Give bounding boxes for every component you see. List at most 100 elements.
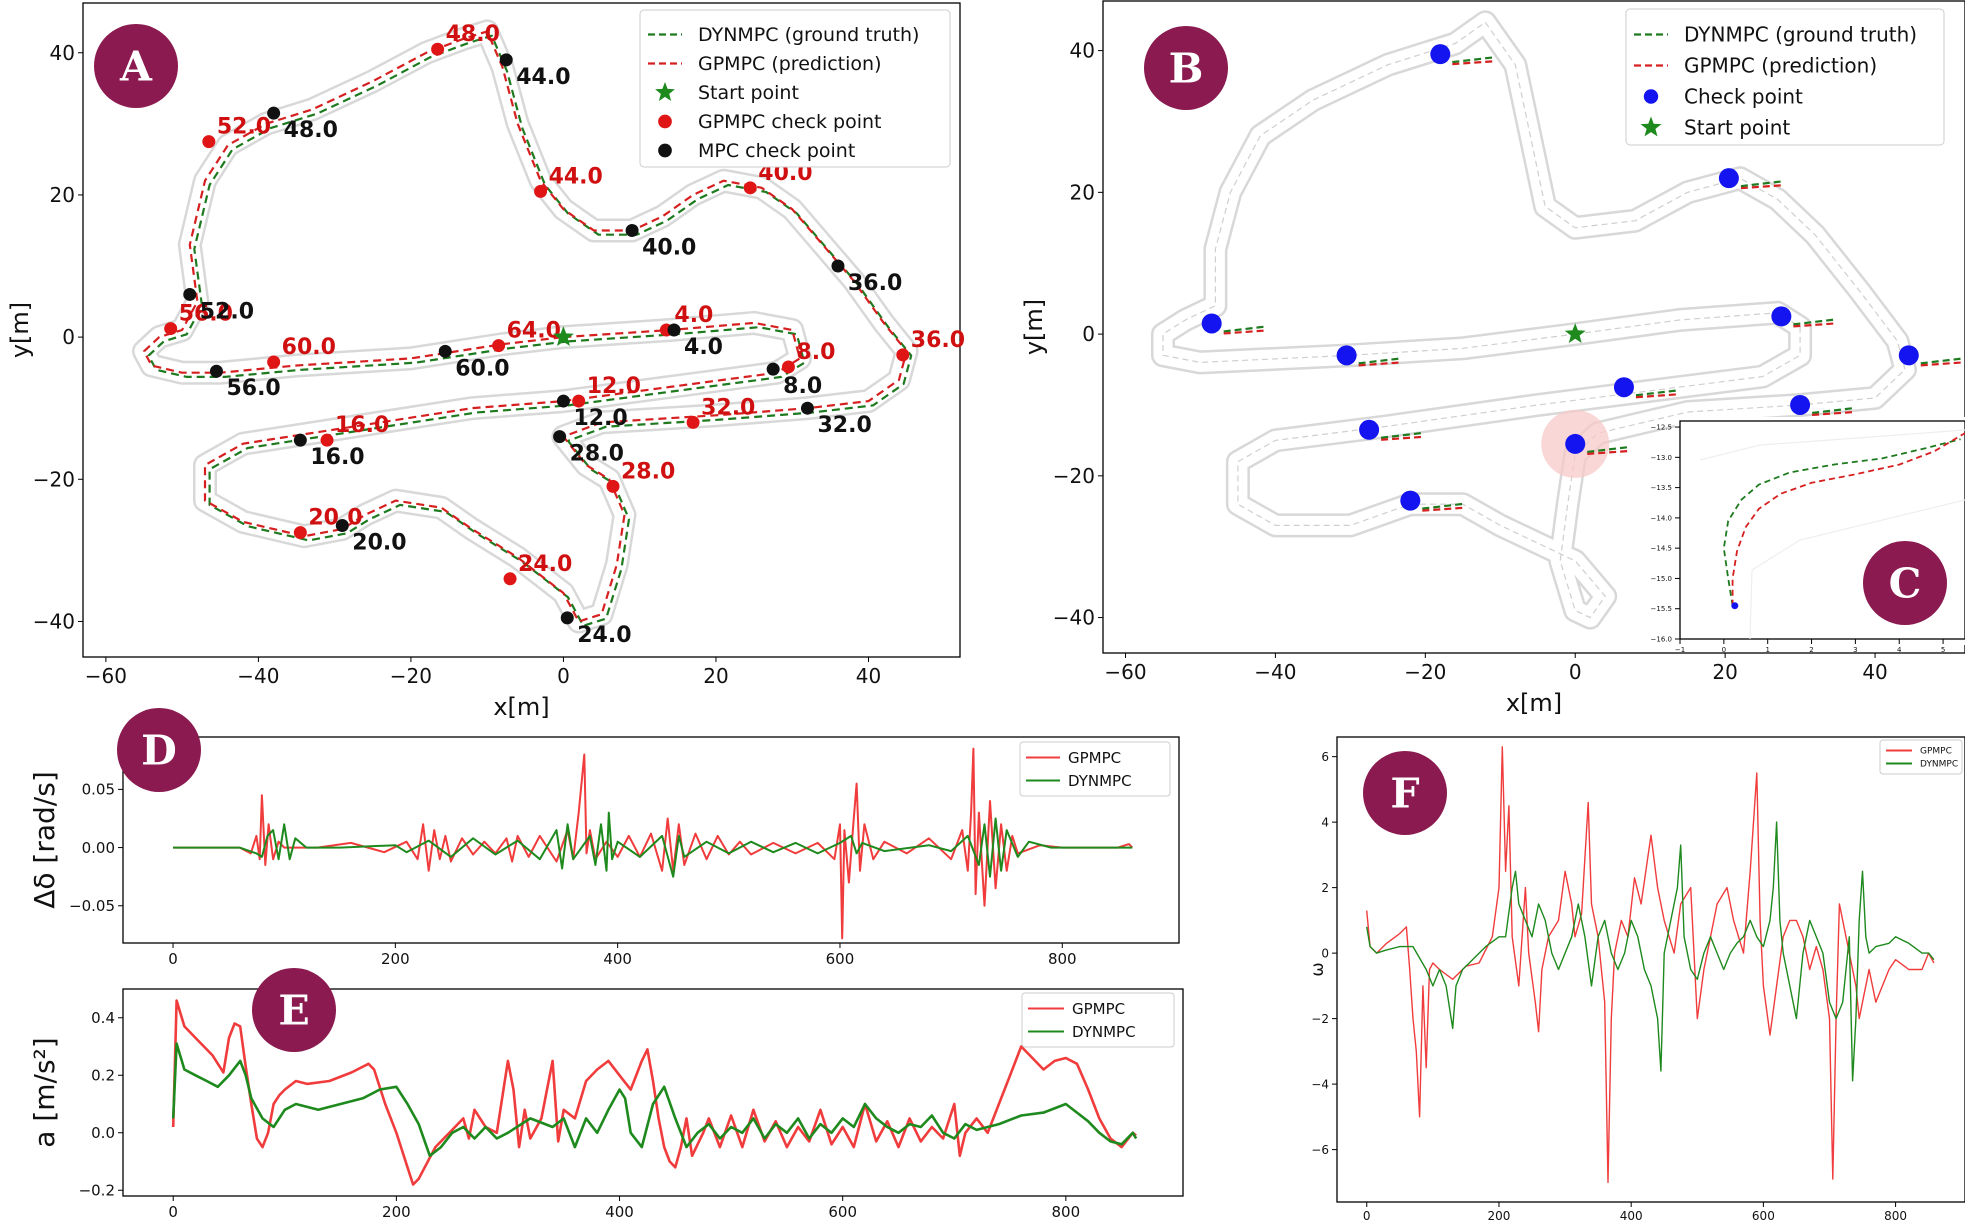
- legend-box: [1021, 992, 1175, 1048]
- mpc-checkpoint-label: 28.0: [570, 442, 624, 467]
- check-point: [1359, 419, 1380, 440]
- series-line-dynmpc: [1366, 821, 1935, 1082]
- chart-B: −60 −40 −20 0 20 40−40−2002040x[m]y[m]DYNMPC …: [1020, 0, 1965, 717]
- chart-A: −60 −40 −20 0 20 40 −40 −20 0 20 40 x[m] y[m] 4.0 8.0 1…: [6, 2, 965, 721]
- gp-checkpoint-label: 44.0: [549, 164, 603, 189]
- gp-checkpoint: [686, 415, 700, 429]
- panel-badge: [117, 708, 201, 792]
- y-tick-label: 0.05: [82, 781, 115, 799]
- mpc-checkpoint-label: 8.0: [783, 374, 822, 399]
- y-tick-label: 40: [50, 41, 75, 65]
- groundtruth-segment: [1635, 389, 1680, 397]
- gp-checkpoint: [164, 322, 178, 336]
- gp-checkpoint-label: 60.0: [282, 335, 336, 360]
- legend-box: [639, 9, 951, 168]
- legend-dot-swatch: [658, 143, 672, 158]
- legend-label: DYNMPC: [1072, 1023, 1136, 1041]
- y-tick-label: 0.2: [91, 1067, 115, 1085]
- x-tick-label: 4: [1897, 646, 1902, 654]
- mpc-checkpoint: [293, 433, 307, 447]
- x-tick-label: 40: [1862, 660, 1887, 684]
- mpc-checkpoint: [499, 53, 513, 67]
- mpc-checkpoint: [553, 430, 567, 444]
- legend-label: DYNMPC (ground truth): [698, 24, 919, 46]
- check-point: [1430, 44, 1451, 65]
- y-tick-label: 20: [50, 183, 75, 207]
- panel-badge: [1863, 541, 1947, 625]
- gp-checkpoint-label: 28.0: [621, 459, 675, 484]
- mpc-checkpoint: [209, 364, 223, 378]
- x-tick-label: 200: [381, 950, 410, 968]
- x-tick-label: 2: [1809, 646, 1813, 654]
- prediction-path: [1731, 432, 1965, 606]
- x-tick-label: 0: [1722, 646, 1726, 654]
- legend-dot-swatch: [1643, 89, 1659, 104]
- mpc-checkpoint-label: 44.0: [516, 65, 570, 90]
- x-tick-label: 400: [603, 950, 632, 968]
- y-tick-label: 40: [1070, 39, 1095, 63]
- mpc-checkpoint: [800, 401, 814, 415]
- mpc-checkpoint-label: 60.0: [455, 356, 509, 381]
- gp-checkpoint: [431, 42, 445, 56]
- y-axis-label: Δδ [rad/s]: [28, 771, 61, 909]
- check-point: [1898, 345, 1919, 366]
- x-tick-label: 800: [1048, 950, 1077, 968]
- gp-checkpoint-label: 24.0: [518, 552, 572, 577]
- mpc-checkpoint: [625, 223, 639, 237]
- legend-label: Start point: [1684, 116, 1790, 140]
- mpc-checkpoint-label: 40.0: [642, 235, 696, 260]
- groundtruth-segment: [1223, 325, 1267, 333]
- panel-badge: [1363, 751, 1447, 835]
- gp-checkpoint: [896, 348, 910, 362]
- x-tick-label: 800: [1052, 1203, 1081, 1221]
- legend-label: GPMPC: [1072, 1000, 1125, 1018]
- prediction-segment: [1358, 361, 1402, 367]
- y-tick-label: −15.5: [1651, 605, 1672, 613]
- legend-label: GPMPC (prediction): [1684, 54, 1877, 78]
- check-point: [1718, 168, 1739, 189]
- y-axis-label: a [m/s²]: [28, 1037, 61, 1147]
- gp-checkpoint-label: 36.0: [911, 328, 965, 353]
- gp-checkpoint: [572, 394, 586, 408]
- legend-label: GPMPC (prediction): [698, 53, 882, 75]
- gp-checkpoint-label: 48.0: [446, 22, 500, 47]
- y-tick-label: 0.00: [82, 839, 115, 857]
- start-point-star: [1564, 323, 1586, 343]
- groundtruth-path: [1722, 438, 1961, 606]
- x-tick-label: 0: [1363, 1209, 1371, 1223]
- mpc-checkpoint-label: 20.0: [352, 530, 406, 555]
- legend-label: Start point: [698, 82, 799, 104]
- y-tick-label: 0: [62, 325, 75, 349]
- panel-badge: [94, 24, 178, 108]
- panel-badge: [1144, 26, 1228, 110]
- y-tick-label: 0.0: [91, 1124, 115, 1142]
- x-tick-label: 5: [1941, 646, 1945, 654]
- prediction-segment: [1381, 435, 1425, 441]
- y-tick-label: −2: [1311, 1012, 1329, 1026]
- gp-checkpoint: [492, 339, 506, 353]
- gp-checkpoint-label: 4.0: [674, 303, 713, 328]
- gp-checkpoint: [320, 433, 334, 447]
- x-tick-label: −60: [1104, 660, 1146, 684]
- prediction-segment: [1422, 506, 1466, 512]
- x-tick-label: 0: [557, 664, 570, 688]
- x-tick-label: 400: [1620, 1209, 1643, 1223]
- mpc-checkpoint: [560, 611, 574, 625]
- y-tick-label: −16.0: [1651, 635, 1672, 643]
- mpc-checkpoint-label: 36.0: [848, 271, 902, 296]
- groundtruth-segment: [1920, 357, 1964, 365]
- x-tick-label: −1: [1675, 646, 1685, 654]
- gp-checkpoint-label: 16.0: [335, 413, 389, 438]
- x-tick-label: 40: [856, 664, 881, 688]
- chart-D: 0 200 400 600 800 −0.05 0.00 0.05 Δδ [rad/s] GPMP…: [28, 708, 1180, 968]
- y-tick-label: 2: [1321, 881, 1329, 895]
- y-tick-label: −40: [33, 609, 75, 633]
- legend-label: Check point: [1684, 85, 1803, 109]
- y-tick-label: −14.0: [1651, 514, 1672, 522]
- gp-checkpoint-label: 8.0: [796, 340, 835, 365]
- check-point: [1790, 394, 1811, 415]
- y-tick-label: −13.5: [1651, 484, 1672, 492]
- check-point: [1336, 345, 1357, 366]
- series-line-dynmpc: [173, 811, 1133, 878]
- gp-checkpoint: [267, 355, 281, 369]
